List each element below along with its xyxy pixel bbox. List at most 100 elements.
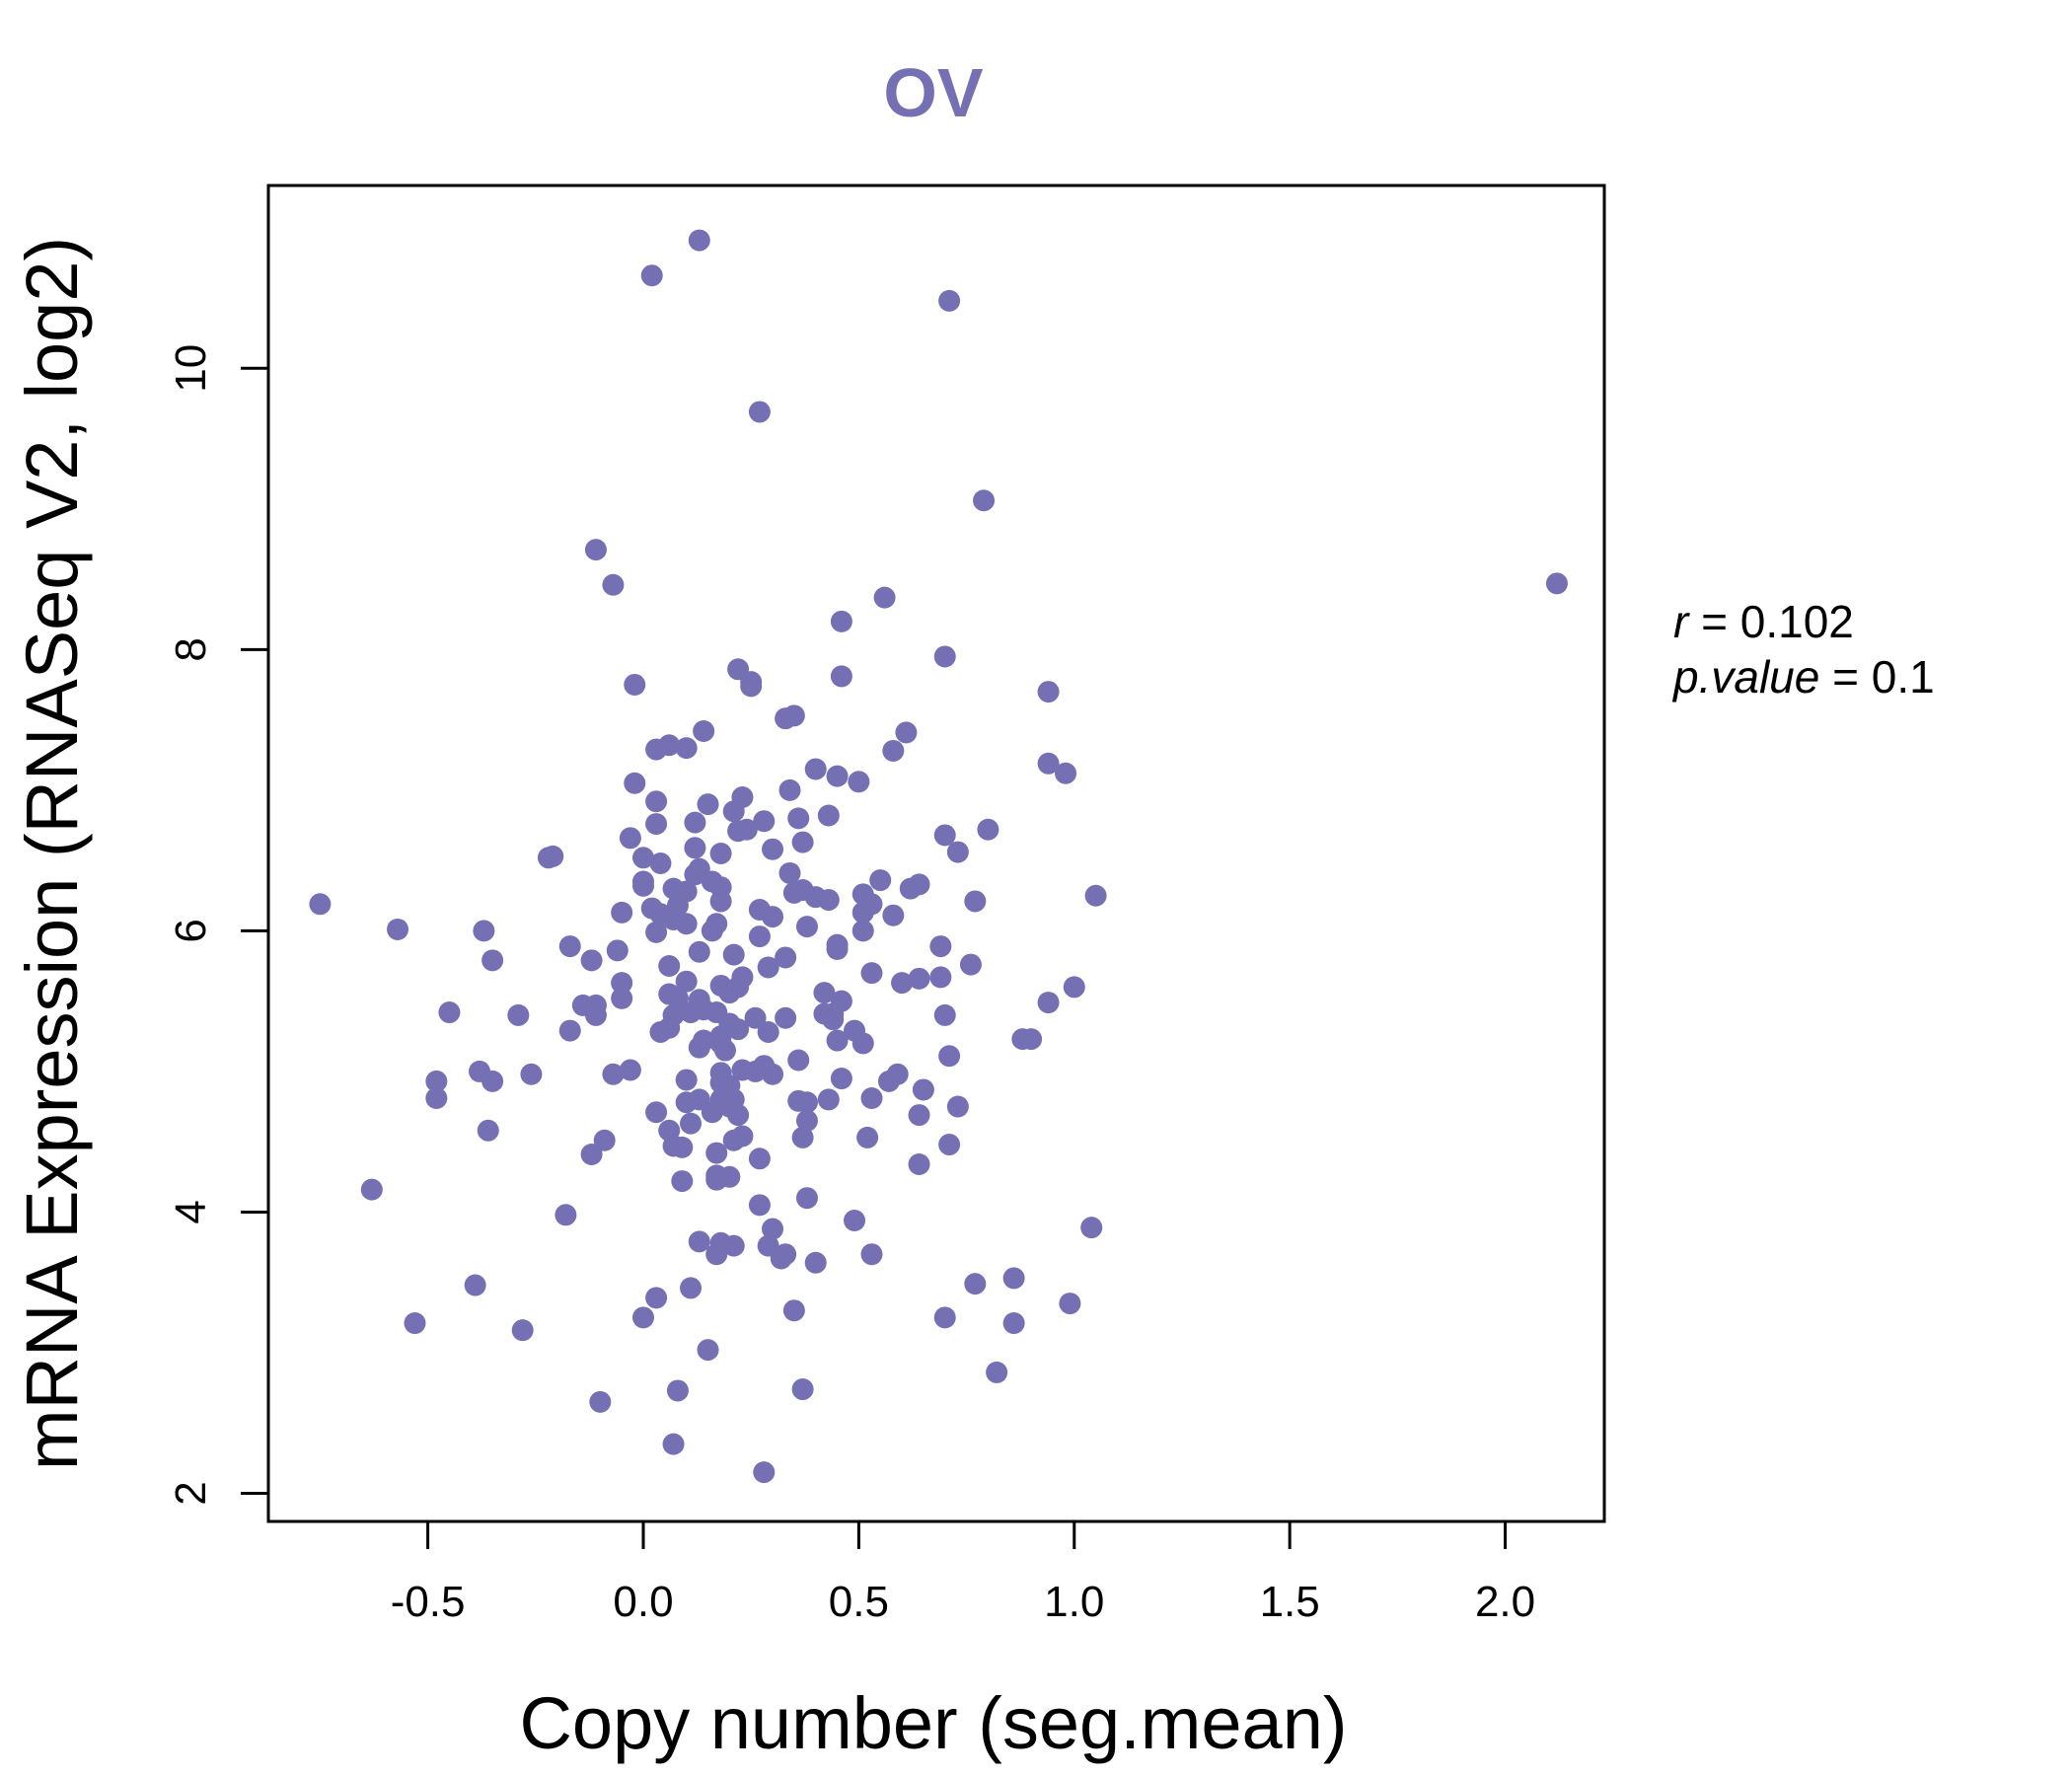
data-point [649, 1021, 672, 1044]
data-point [680, 1112, 703, 1135]
data-point [740, 675, 763, 698]
data-point [688, 229, 710, 252]
data-point [899, 877, 922, 900]
data-point [658, 734, 681, 757]
data-point [631, 874, 654, 897]
p-equals: = [1819, 651, 1871, 703]
data-point [778, 778, 801, 801]
data-point [675, 1091, 698, 1114]
data-point [856, 1126, 879, 1148]
data-point [481, 949, 504, 972]
data-point [688, 1036, 710, 1059]
data-point [684, 837, 706, 859]
y-tick-label: 4 [167, 1200, 215, 1223]
data-point [1059, 1293, 1081, 1315]
data-point [631, 1306, 654, 1329]
data-point [762, 1063, 784, 1085]
data-point [727, 1018, 750, 1041]
data-point [757, 956, 779, 979]
data-point [891, 972, 914, 995]
data-point [860, 1086, 883, 1109]
data-point [584, 539, 607, 561]
data-point [817, 1088, 840, 1111]
data-point [1055, 762, 1077, 784]
data-point [705, 1243, 728, 1266]
data-point [666, 1379, 689, 1402]
data-point [584, 1003, 607, 1026]
data-point [722, 1234, 745, 1257]
data-point [473, 920, 495, 942]
r-value: 0.102 [1740, 596, 1854, 647]
data-point [705, 1168, 728, 1191]
data-point [662, 1135, 685, 1157]
data-point [933, 645, 956, 668]
data-point [606, 939, 629, 962]
data-point [640, 264, 663, 287]
data-point [748, 401, 771, 423]
data-point [675, 1069, 698, 1091]
data-point [602, 573, 625, 596]
data-point [360, 1178, 383, 1201]
data-point [933, 824, 956, 847]
data-point [748, 925, 771, 948]
data-point [826, 1029, 849, 1052]
data-point [645, 1101, 668, 1124]
data-point [908, 1104, 930, 1127]
data-point [558, 935, 581, 958]
data-point [804, 758, 827, 780]
data-point [580, 949, 603, 972]
data-point [722, 1129, 745, 1151]
x-tick-label: 1.0 [1044, 1578, 1104, 1626]
data-point [477, 1119, 499, 1142]
data-point [795, 1187, 818, 1210]
data-point [631, 847, 654, 869]
data-point [822, 1008, 845, 1031]
data-point [425, 1086, 448, 1109]
data-point [851, 920, 874, 942]
p-statistic: p.value = 0.1 [1671, 651, 1935, 703]
y-tick-label: 2 [167, 1481, 215, 1505]
data-point [744, 1006, 767, 1029]
data-point [1084, 884, 1107, 907]
data-point [718, 982, 741, 1004]
data-point [804, 1251, 827, 1274]
data-points [309, 229, 1568, 1484]
data-point [387, 918, 409, 940]
data-point [973, 489, 996, 512]
data-point [1020, 1028, 1043, 1051]
data-point [848, 771, 870, 793]
data-point [908, 1152, 930, 1175]
data-point [929, 966, 952, 989]
x-axis-title: Copy number (seg.mean) [519, 1682, 1347, 1764]
data-point [851, 1032, 874, 1055]
data-point [602, 1063, 625, 1085]
plot-frame [266, 184, 1606, 1523]
data-point [964, 890, 987, 913]
data-point [727, 1104, 750, 1127]
data-point [782, 1299, 805, 1322]
x-tick-label: 0.5 [829, 1578, 889, 1626]
y-tick-label: 10 [167, 344, 215, 393]
data-point [309, 893, 332, 916]
data-point [830, 665, 852, 688]
data-point [882, 904, 905, 926]
y-axis: 2 4 6 8 10 [167, 344, 268, 1506]
data-point [844, 1209, 866, 1231]
data-point [977, 818, 999, 841]
data-point [757, 1021, 779, 1044]
data-point [558, 1019, 581, 1042]
data-point [791, 1378, 814, 1401]
r-label: r [1673, 596, 1690, 647]
data-point [762, 838, 784, 860]
y-tick-label: 8 [167, 637, 215, 661]
data-point [938, 1134, 961, 1156]
data-point [507, 1003, 530, 1026]
data-point [693, 720, 715, 743]
data-point [1002, 1312, 1025, 1335]
r-equals: = [1688, 596, 1739, 647]
x-tick-label: 1.5 [1260, 1578, 1320, 1626]
data-point [624, 673, 646, 696]
data-point [1063, 976, 1085, 999]
y-axis-title: mRNA Expression (RNASeq V2, log2) [11, 237, 93, 1470]
data-point [645, 921, 668, 943]
